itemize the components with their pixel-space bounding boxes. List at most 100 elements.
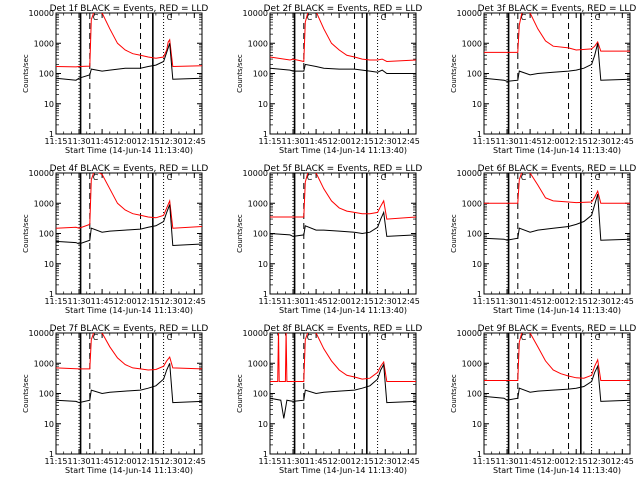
lld-series-line [56,333,202,371]
plot-frame [269,172,417,295]
y-tick-label: 1000 [34,39,54,48]
x-tick-label: 12:45 [397,137,420,146]
x-axis-label: Start Time (14-Jun-14 11:13:40) [279,306,407,315]
marker-letter: C [595,13,601,22]
y-tick-label: 1 [49,130,54,139]
y-axis-label: Counts/sec [22,54,30,93]
x-tick-label: 12:00 [114,297,137,306]
x-tick-label: 12:45 [183,137,206,146]
data-series [484,333,630,402]
x-tick-label: 12:15 [137,137,160,146]
chart-panel-2: Det 2f BLACK = Events, RED = LLD 1 10 100 10… [236,4,422,155]
x-tick-label: 12:45 [183,297,206,306]
x-tick-label: 12:15 [565,457,588,466]
y-tick-label: 1 [263,290,268,299]
y-tick-label: 100 [253,390,268,399]
data-series [484,13,630,82]
chart-title: Det 9f BLACK = Events, RED = LLD [478,324,637,334]
marker-letter: C [381,13,387,22]
marker-letter: C [521,13,527,22]
chart-panel-3: Det 3f BLACK = Events, RED = LLD 1 10 100 10… [450,4,636,155]
y-axis-label: Counts/sec [450,214,458,253]
data-series [484,173,630,241]
chart-title: Det 6f BLACK = Events, RED = LLD [478,164,637,174]
y-tick-label: 1000 [248,359,268,368]
x-tick-label: 11:30 [282,457,305,466]
y-tick-label: 10000 [29,329,54,338]
y-tick-label: 10 [472,260,482,269]
y-axis-label: Counts/sec [22,214,30,253]
y-tick-label: 100 [467,230,482,239]
x-tick-label: 12:45 [397,297,420,306]
x-tick-label: 12:15 [565,297,588,306]
y-tick-label: 1 [263,130,268,139]
x-tick-label: 12:00 [114,457,137,466]
x-tick-label: 11:30 [68,457,91,466]
x-tick-label: 12:45 [611,297,634,306]
lld-series-line [484,173,630,204]
y-tick-label: 10 [258,260,268,269]
chart-title: Det 2f BLACK = Events, RED = LLD [264,4,423,14]
x-axis-label: Start Time (14-Jun-14 11:13:40) [65,146,193,155]
y-tick-label: 10000 [243,9,268,18]
x-tick-label: 11:30 [68,297,91,306]
y-tick-label: 1 [49,450,54,459]
y-tick-label: 10000 [457,329,482,338]
y-tick-label: 100 [39,230,54,239]
x-tick-label: 11:30 [282,297,305,306]
x-tick-label: 11:15 [44,297,67,306]
data-series [270,333,416,419]
x-tick-label: 11:45 [519,137,542,146]
x-tick-label: 12:30 [588,137,611,146]
x-tick-label: 12:30 [588,457,611,466]
events-series-line [484,193,630,241]
y-axis-label: Counts/sec [22,374,30,413]
x-tick-label: 12:00 [542,297,565,306]
y-tick-label: 1000 [462,199,482,208]
lld-series-line [56,173,202,229]
marker-letter: C [381,173,387,182]
marker-lines [292,13,379,134]
x-axis-label: Start Time (14-Jun-14 11:13:40) [65,306,193,315]
data-series [56,173,202,247]
events-series-line [270,63,416,74]
lld-series-line [270,333,416,382]
plot-frame [483,172,631,295]
chart-title: Det 4f BLACK = Events, RED = LLD [50,164,209,174]
chart-title: Det 1f BLACK = Events, RED = LLD [50,4,209,14]
y-tick-label: 1000 [34,359,54,368]
y-tick-label: 1000 [248,199,268,208]
y-tick-label: 100 [253,70,268,79]
chart-title: Det 8f BLACK = Events, RED = LLD [264,324,423,334]
x-tick-label: 12:45 [183,457,206,466]
lld-series-line [484,13,630,53]
x-tick-label: 11:15 [472,137,495,146]
y-tick-label: 1000 [462,39,482,48]
y-axis-label: Counts/sec [236,214,244,253]
x-tick-label: 11:45 [305,457,328,466]
x-tick-label: 12:15 [137,297,160,306]
y-tick-label: 10 [472,420,482,429]
x-axis-label: Start Time (14-Jun-14 11:13:40) [65,466,193,475]
marker-letter: C [93,333,99,342]
marker-lines [506,173,593,294]
x-tick-label: 12:00 [542,137,565,146]
x-tick-label: 11:30 [282,137,305,146]
chart-panel-8: Det 8f BLACK = Events, RED = LLD 1 10 100 10… [236,324,422,475]
x-tick-label: 12:00 [542,457,565,466]
lld-series-line [270,13,416,63]
y-tick-label: 10 [44,420,54,429]
x-tick-label: 11:15 [258,137,281,146]
x-tick-label: 11:45 [91,457,114,466]
marker-letter: C [93,13,99,22]
data-series [56,13,202,81]
x-tick-label: 12:45 [611,137,634,146]
x-tick-label: 12:30 [160,457,183,466]
chart-panel-6: Det 6f BLACK = Events, RED = LLD 1 10 100 10… [450,164,636,315]
y-tick-label: 1 [477,450,482,459]
x-tick-label: 12:15 [137,457,160,466]
marker-letter: C [307,13,313,22]
chart-title: Det 3f BLACK = Events, RED = LLD [478,4,637,14]
x-axis-label: Start Time (14-Jun-14 11:13:40) [493,466,621,475]
x-tick-label: 12:15 [351,457,374,466]
